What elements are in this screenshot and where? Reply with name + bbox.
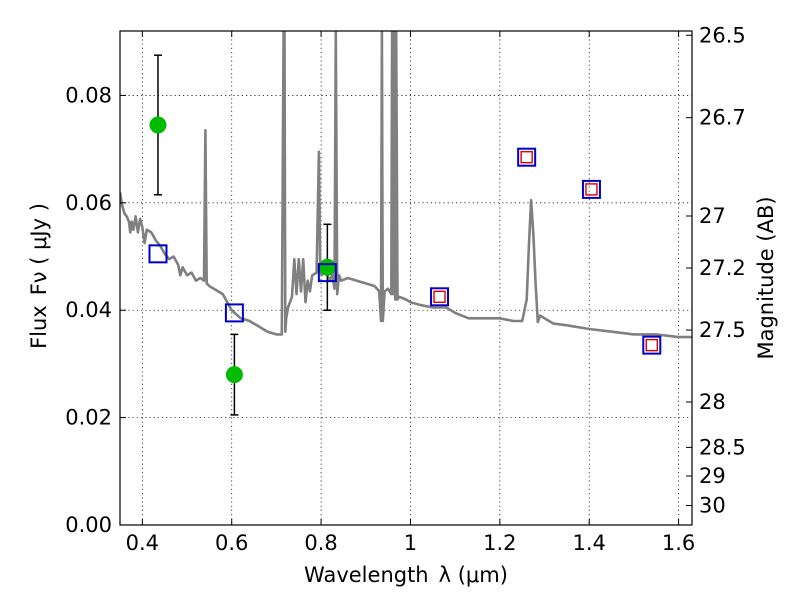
model-square-marker [148, 244, 168, 264]
y-tick-label: 0.02 [65, 406, 112, 430]
right-tick-label: 28 [699, 390, 726, 414]
nir-square-marker [645, 338, 658, 352]
marker-layer [148, 116, 662, 384]
y-axis-right-label: Magnitude (AB) [754, 196, 778, 359]
right-tick-label: 27 [699, 204, 726, 228]
model-square-marker [517, 147, 537, 167]
right-tick-label: 26.7 [699, 106, 746, 130]
model-square-marker [642, 335, 662, 355]
y-axis-label-symbol: Fν ( μJy ) [27, 203, 51, 295]
x-tick-label: 1.6 [662, 531, 695, 555]
y-axis-left: 0.00 0.02 0.04 0.06 0.08 [65, 83, 126, 537]
right-tick-label: 28.5 [699, 435, 746, 459]
y-tick-label: 0.08 [65, 83, 112, 107]
y-axis-right: 26.5 26.7 27 27.2 27.5 28 28.5 29 30 [686, 23, 746, 518]
x-tick-label: 0.6 [215, 531, 248, 555]
observed-point [318, 258, 336, 276]
y-axis-label-word: Flux [27, 305, 51, 349]
grid [120, 31, 692, 525]
x-axis-label-symbol: λ (μm) [439, 563, 508, 587]
y-tick-label: 0.04 [65, 298, 112, 322]
nir-square-marker [585, 183, 598, 196]
x-tick-label: 0.8 [304, 531, 337, 555]
x-axis: 0.4 0.6 0.8 1 1.2 1.4 1.6 [126, 31, 695, 555]
x-axis-label: Wavelength λ (μm) [304, 563, 508, 587]
model-square-marker [317, 263, 337, 283]
x-tick-label: 1 [404, 531, 417, 555]
right-tick-label: 27.2 [699, 256, 746, 280]
x-axis-label-word: Wavelength [304, 563, 429, 587]
y-tick-label: 0.06 [65, 191, 112, 215]
spectrum-layer [120, 31, 692, 339]
nir-square-marker [433, 290, 446, 303]
y-tick-label: 0.00 [65, 513, 112, 537]
model-square-marker [430, 287, 450, 307]
x-tick-label: 1.2 [483, 531, 516, 555]
plot-frame [119, 30, 693, 526]
right-tick-label: 30 [699, 494, 726, 518]
observed-point [225, 366, 243, 384]
nir-square-marker [520, 150, 533, 164]
right-tick-label: 26.5 [699, 23, 746, 47]
observed-point [149, 116, 167, 134]
x-tick-label: 0.4 [126, 531, 159, 555]
spectrum-line [120, 31, 692, 339]
x-tick-label: 1.4 [573, 531, 606, 555]
right-tick-label: 29 [699, 464, 726, 488]
right-tick-label: 27.5 [699, 318, 746, 342]
model-square-marker [581, 179, 601, 199]
model-square-marker [224, 303, 244, 323]
y-axis-label: Flux Fν ( μJy ) [27, 203, 51, 349]
